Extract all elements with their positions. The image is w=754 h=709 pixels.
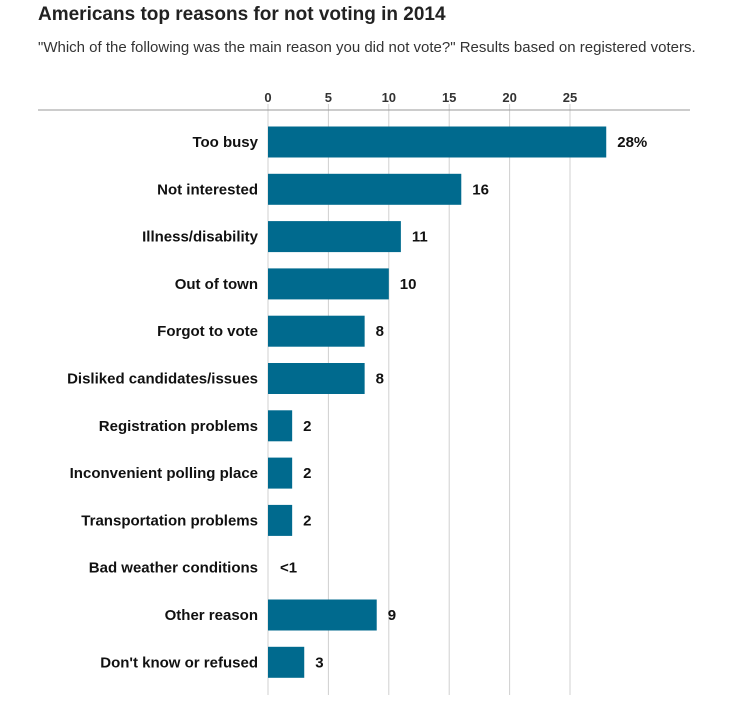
category-labels: Too busy Not interested Illness/disability… (67, 134, 259, 671)
bar (268, 410, 293, 442)
bars (268, 126, 607, 678)
bar (268, 457, 293, 489)
value-label: 8 (376, 371, 384, 388)
x-tick-label: 10 (382, 90, 396, 105)
category-label: Other reason (165, 607, 258, 624)
category-label: Not interested (157, 181, 258, 198)
value-label: 2 (303, 418, 311, 435)
x-tick-label: 25 (563, 90, 577, 105)
bar (268, 268, 389, 300)
bar (268, 363, 365, 394)
value-label: <1 (280, 560, 297, 577)
category-label: Bad weather conditions (89, 560, 258, 577)
value-label: 2 (303, 512, 311, 529)
bar (268, 504, 293, 536)
bar (268, 646, 305, 678)
value-label: 2 (303, 465, 311, 482)
bar (268, 126, 607, 158)
category-label: Too busy (192, 134, 258, 151)
value-label: 9 (388, 607, 396, 624)
category-label: Transportation problems (81, 512, 258, 529)
x-tick-label: 5 (325, 90, 332, 105)
category-label: Don't know or refused (100, 654, 258, 671)
value-label: 10 (400, 276, 417, 293)
x-axis-ticks: 0 5 10 15 20 25 (264, 90, 577, 105)
value-label: 28% (617, 134, 647, 151)
x-tick-label: 0 (264, 90, 271, 105)
category-label: Illness/disability (142, 229, 259, 246)
bar (268, 315, 365, 347)
value-label: 8 (376, 323, 384, 340)
value-label: 16 (472, 181, 489, 198)
bar (268, 221, 401, 253)
bar (268, 599, 377, 631)
value-label: 11 (412, 229, 428, 246)
x-tick-label: 20 (502, 90, 516, 105)
category-label: Inconvenient polling place (70, 465, 258, 482)
category-label: Forgot to vote (157, 323, 258, 340)
category-label: Disliked candidates/issues (67, 371, 258, 388)
chart-title: Americans top reasons for not voting in … (38, 4, 446, 25)
bar (268, 173, 462, 205)
category-label: Registration problems (99, 418, 258, 435)
value-labels: 28% 16 11 10 8 8 2 2 2 <1 9 3 (280, 134, 647, 671)
chart-subtitle: "Which of the following was the main rea… (38, 39, 696, 56)
value-label: 3 (315, 654, 323, 671)
x-tick-label: 15 (442, 90, 456, 105)
category-label: Out of town (175, 276, 258, 293)
